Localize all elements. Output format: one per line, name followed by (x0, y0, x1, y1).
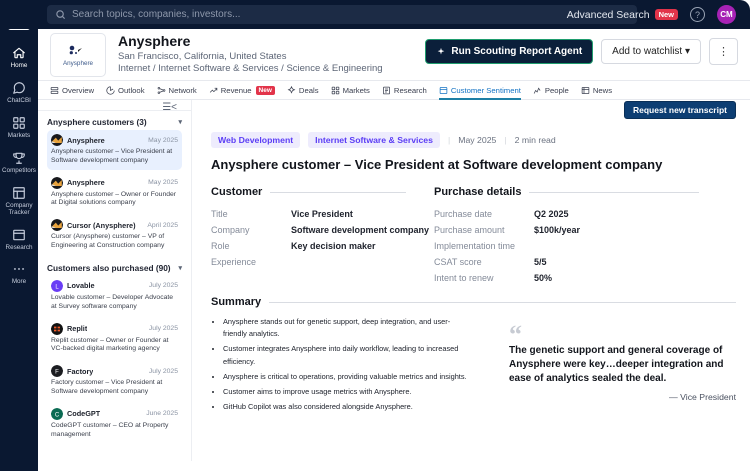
svg-text:F: F (55, 370, 59, 376)
svg-text:C: C (55, 412, 60, 418)
